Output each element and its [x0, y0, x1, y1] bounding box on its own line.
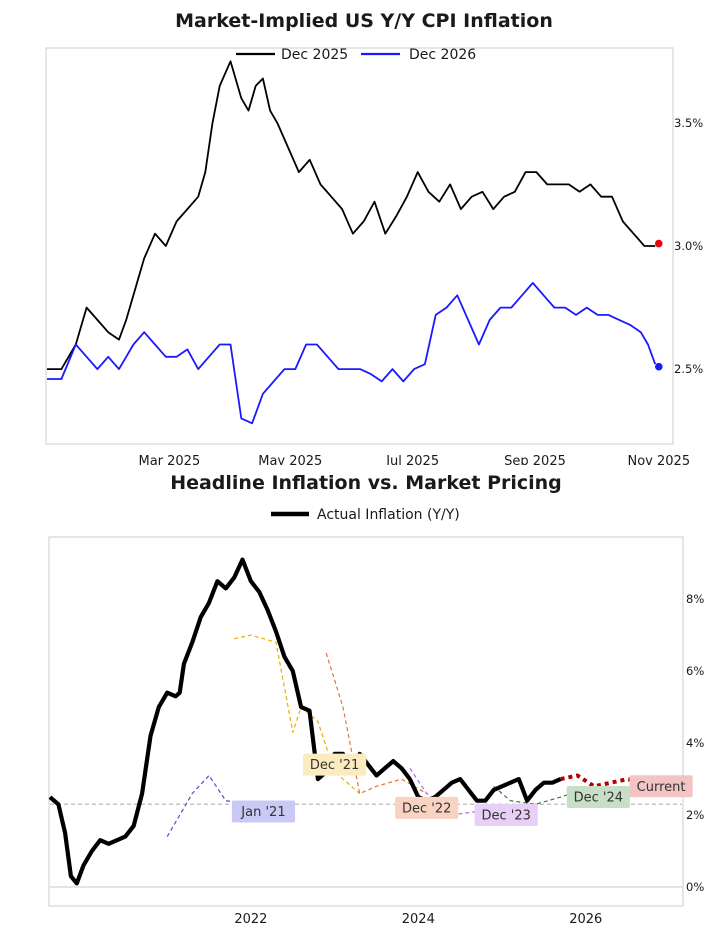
- chart2-x-axis: 2022 2024 2026: [234, 912, 602, 927]
- chart-market-implied: Market-Implied US Y/Y CPI Inflation Dec …: [45, 10, 703, 465]
- chart2-x-tick-label: 2026: [569, 912, 602, 927]
- chart2-annotation-box-dec-22: [395, 796, 459, 819]
- chart1-legend-label-dec-2026: Dec 2026: [409, 47, 476, 63]
- chart2-series-group: [48, 557, 662, 886]
- chart2-annotation-label-jan-21: Jan '21: [240, 805, 285, 820]
- chart2-y-tick-label: 8%: [686, 592, 704, 606]
- chart2-reference-line: [50, 803, 682, 888]
- chart2-series-current: [560, 773, 662, 789]
- chart2-annotation-label-dec-23: Dec '23: [482, 809, 531, 824]
- chart2-x-tick-label: 2024: [402, 912, 435, 927]
- chart1-y-tick-label: 3.0%: [674, 239, 703, 253]
- chart1-x-axis: Mar 2025 May 2025 Jul 2025 Sep 2025 Nov 2025: [138, 454, 690, 465]
- chart2-annotation-box-dec-23: [474, 804, 538, 827]
- chart2-series-dec-24: [493, 785, 582, 805]
- chart2-annotations: Jan '21 Dec '21 Dec '22 Dec '23 Dec '24 Curre…: [231, 753, 693, 827]
- chart2-annotation-box-dec-24: [566, 786, 630, 809]
- chart2-annotation-box-current: [629, 775, 693, 798]
- chart1-legend-label-dec-2025: Dec 2025: [281, 47, 348, 63]
- chart1-end-marker-dec-2025: [655, 239, 663, 248]
- chart2-annotation-box-dec-21: [303, 753, 367, 776]
- chart2-y-tick-label: 0%: [686, 880, 704, 894]
- chart2-legend-label: Actual Inflation (Y/Y): [317, 507, 460, 523]
- chart2-series-dec-21: [234, 634, 361, 794]
- chart1-x-tick-label: May 2025: [258, 454, 322, 465]
- chart1-legend: Dec 2025 Dec 2026: [236, 47, 476, 63]
- chart2-y-tick-label: 6%: [686, 664, 704, 678]
- chart1-x-tick-label: Sep 2025: [504, 454, 566, 465]
- chart1-end-marker-dec-2026: [655, 362, 663, 371]
- chart2-series-dec-23: [409, 767, 503, 816]
- chart2-series-dec-22: [325, 652, 427, 795]
- chart1-series-group: [47, 60, 663, 425]
- chart1-frame: [45, 47, 674, 445]
- chart2-y-axis: 0% 2% 4% 6% 8%: [686, 592, 704, 894]
- chart1-y-tick-label: 2.5%: [674, 362, 703, 376]
- chart1-x-tick-label: Jul 2025: [385, 454, 439, 465]
- chart1-x-tick-label: Nov 2025: [628, 454, 691, 465]
- chart2-y-tick-label: 2%: [686, 808, 704, 822]
- chart2-frame: [48, 536, 684, 907]
- chart2-annotation-box-jan-21: [231, 800, 296, 823]
- chart2-title: Headline Inflation vs. Market Pricing: [170, 472, 562, 494]
- chart1-title: Market-Implied US Y/Y CPI Inflation: [175, 10, 553, 32]
- chart2-legend: Actual Inflation (Y/Y): [271, 507, 460, 523]
- chart2-annotation-label-dec-21: Dec '21: [310, 758, 359, 773]
- chart1-series-dec-2026: [47, 281, 657, 425]
- chart1-y-tick-label: 3.5%: [674, 116, 703, 130]
- chart1-x-tick-label: Mar 2025: [138, 454, 200, 465]
- chart2-x-tick-label: 2022: [234, 912, 267, 927]
- chart2-annotation-label-dec-24: Dec '24: [574, 791, 623, 806]
- chart1-y-axis: 2.5% 3.0% 3.5%: [674, 116, 703, 376]
- chart2-annotation-label-current: Current: [637, 780, 686, 795]
- chart1-series-dec-2025: [47, 60, 656, 371]
- chart2-y-tick-label: 4%: [686, 736, 704, 750]
- chart2-annotation-label-dec-22: Dec '22: [402, 801, 451, 816]
- chart2-series-jan-21: [166, 774, 251, 837]
- chart2-series-actual-inflation-y-y: [48, 557, 562, 886]
